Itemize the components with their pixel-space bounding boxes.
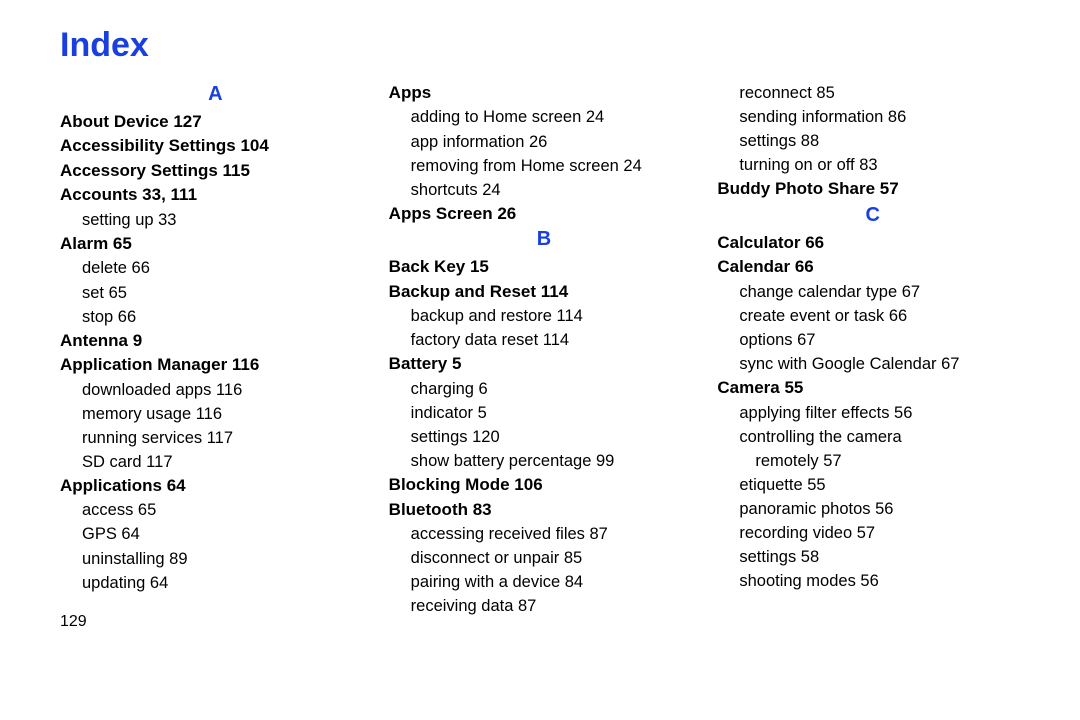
sub-apps-gps: GPS 64 [60,522,371,546]
sub-cam-etiquette: etiquette 55 [717,473,1028,497]
sub-bat-settings: settings 120 [389,425,700,449]
entry-bluetooth: Bluetooth 83 [389,498,700,522]
entry-apps-screen: Apps Screen 26 [389,202,700,226]
sub-br-factory: factory data reset 114 [389,328,700,352]
sub-bt-disc: disconnect or unpair 85 [389,546,700,570]
page-number: 129 [60,613,371,631]
sub-cam-pano: panoramic photos 56 [717,497,1028,521]
entry-about-device: About Device 127 [60,110,371,134]
sub-apps-shortcuts: shortcuts 24 [389,178,700,202]
entry-battery: Battery 5 [389,352,700,376]
sub-cam-modes: shooting modes 56 [717,569,1028,593]
section-letter-c: C [717,204,1028,227]
entry-application-manager: Application Manager 116 [60,353,371,377]
sub-bt-turn: turning on or off 83 [717,153,1028,177]
sub-accounts-setting-up: setting up 33 [60,208,371,232]
entry-calendar: Calendar 66 [717,255,1028,279]
sub-bat-indicator: indicator 5 [389,401,700,425]
sub-alarm-delete: delete 66 [60,256,371,280]
sub-cal-sync: sync with Google Calendar 67 [717,352,1028,376]
sub-bt-access: accessing received files 87 [389,522,700,546]
sub-am-memory: memory usage 116 [60,402,371,426]
sub-apps-access: access 65 [60,498,371,522]
sub-cam-filter: applying filter effects 56 [717,401,1028,425]
sub-bat-charging: charging 6 [389,377,700,401]
entry-calculator: Calculator 66 [717,231,1028,255]
sub-apps-uninstalling: uninstalling 89 [60,547,371,571]
entry-applications: Applications 64 [60,474,371,498]
sub-br-backup-restore: backup and restore 114 [389,304,700,328]
entry-alarm: Alarm 65 [60,232,371,256]
entry-camera: Camera 55 [717,376,1028,400]
sub-cal-change-type: change calendar type 67 [717,280,1028,304]
column-2: Apps adding to Home screen 24 app inform… [389,81,700,631]
sub-apps-remove-home: removing from Home screen 24 [389,154,700,178]
entry-apps: Apps [389,81,700,105]
sub-apps-updating: updating 64 [60,571,371,595]
sub-cam-ctrl2: remotely 57 [717,449,1028,473]
entry-blocking-mode: Blocking Mode 106 [389,473,700,497]
sub-bt-recv: receiving data 87 [389,594,700,618]
entry-buddy-photo-share: Buddy Photo Share 57 [717,177,1028,201]
sub-am-running: running services 117 [60,426,371,450]
sub-am-downloaded: downloaded apps 116 [60,378,371,402]
sub-bt-settings: settings 88 [717,129,1028,153]
sub-cam-rec-video: recording video 57 [717,521,1028,545]
sub-alarm-set: set 65 [60,281,371,305]
section-letter-b: B [389,228,700,251]
entry-accessory-settings: Accessory Settings 115 [60,159,371,183]
sub-bt-pair: pairing with a device 84 [389,570,700,594]
sub-apps-info: app information 26 [389,130,700,154]
entry-back-key: Back Key 15 [389,255,700,279]
column-1: A About Device 127 Accessibility Setting… [60,81,371,631]
sub-cal-options: options 67 [717,328,1028,352]
section-letter-a: A [60,83,371,106]
sub-bt-send: sending information 86 [717,105,1028,129]
index-columns: A About Device 127 Accessibility Setting… [60,81,1028,631]
sub-bt-reconnect: reconnect 85 [717,81,1028,105]
sub-apps-add-home: adding to Home screen 24 [389,105,700,129]
entry-antenna: Antenna 9 [60,329,371,353]
sub-am-sd: SD card 117 [60,450,371,474]
sub-cal-create: create event or task 66 [717,304,1028,328]
column-3: reconnect 85 sending information 86 sett… [717,81,1028,631]
sub-bat-show-pct: show battery percentage 99 [389,449,700,473]
sub-cam-settings: settings 58 [717,545,1028,569]
entry-accounts: Accounts 33, 111 [60,183,371,207]
sub-alarm-stop: stop 66 [60,305,371,329]
sub-cam-ctrl1: controlling the camera [717,425,1028,449]
entry-accessibility-settings: Accessibility Settings 104 [60,134,371,158]
index-page: Index A About Device 127 Accessibility S… [0,0,1080,631]
entry-backup-reset: Backup and Reset 114 [389,280,700,304]
page-title: Index [60,26,1028,65]
